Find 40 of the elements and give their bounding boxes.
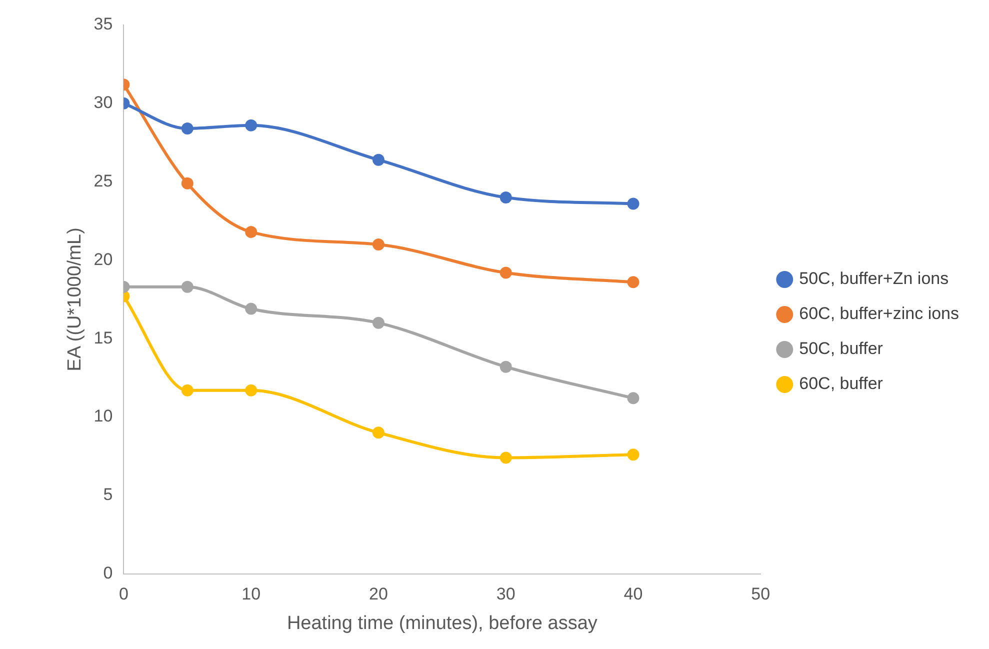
- point: [372, 426, 384, 439]
- point: [245, 119, 258, 132]
- point: [181, 122, 194, 134]
- point: [181, 384, 194, 396]
- legend-label: 60C, buffer: [799, 374, 884, 394]
- y-tick-label: 20: [94, 250, 113, 269]
- point: [245, 226, 258, 238]
- x-tick-label: 20: [369, 584, 388, 604]
- point: [372, 154, 384, 166]
- x-axis-title: Heating time (minutes), before assay: [286, 612, 598, 634]
- y-tick-label: 25: [94, 171, 113, 190]
- point: [372, 316, 384, 329]
- legend-label: 50C, buffer: [799, 339, 884, 358]
- point: [627, 276, 640, 288]
- x-tick-label: 0: [118, 584, 128, 604]
- x-tick-label: 10: [242, 584, 261, 604]
- point: [245, 384, 258, 396]
- y-tick-label: 5: [103, 485, 113, 504]
- legend-label: 60C, buffer+zinc ions: [799, 304, 960, 324]
- y-tick-label: 0: [103, 563, 113, 582]
- y-tick-label: 35: [94, 14, 113, 34]
- x-tick-label: 50: [751, 584, 770, 604]
- point: [627, 448, 640, 461]
- x-tick-label: 40: [624, 584, 643, 604]
- y-tick-label: 10: [94, 406, 113, 426]
- y-axis-title: EA ((U*1000/mL): [64, 228, 86, 372]
- legend-label: 50C, buffer+Zn ions: [799, 269, 949, 288]
- y-tick-label: 30: [94, 93, 113, 112]
- point: [500, 452, 512, 464]
- point: [372, 238, 384, 251]
- x-tick-label: 30: [496, 584, 516, 604]
- point: [181, 280, 194, 293]
- point: [500, 360, 512, 373]
- point: [500, 266, 512, 279]
- point: [500, 191, 512, 204]
- point: [627, 392, 640, 404]
- point: [245, 302, 258, 315]
- y-tick-label: 15: [94, 328, 113, 348]
- point: [627, 198, 640, 210]
- point: [181, 177, 194, 190]
